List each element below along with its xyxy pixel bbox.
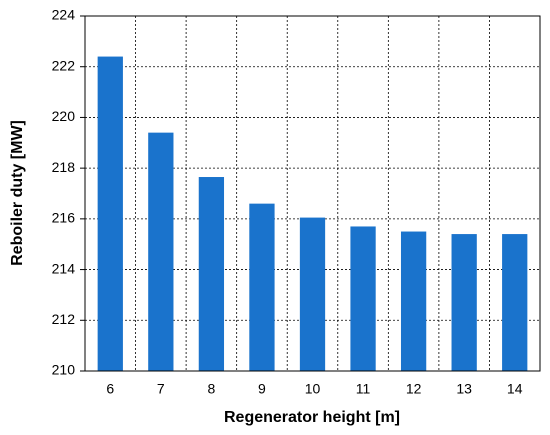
y-tick-label: 216 xyxy=(52,210,76,226)
bar xyxy=(299,217,326,371)
plot-frame xyxy=(84,15,541,372)
x-tick-label: 11 xyxy=(356,381,371,397)
x-tick-label: 7 xyxy=(157,381,165,397)
bar xyxy=(97,56,123,371)
y-axis-title: Reboiler duty [MW] xyxy=(9,120,26,266)
bar xyxy=(350,226,376,371)
x-tick-label: 8 xyxy=(207,381,215,397)
x-tick-label: 10 xyxy=(305,381,321,397)
bar xyxy=(400,231,427,371)
x-axis-title: Regenerator height [m] xyxy=(224,409,400,426)
y-tick-label: 222 xyxy=(52,57,76,73)
bar xyxy=(198,177,225,371)
bar xyxy=(148,132,174,371)
y-tick-label: 218 xyxy=(52,159,76,175)
y-tick-label: 210 xyxy=(52,362,76,378)
x-tick-label: 14 xyxy=(507,381,523,397)
x-tick-label: 12 xyxy=(406,381,422,397)
x-tick-label: 6 xyxy=(106,381,114,397)
x-tick-label: 13 xyxy=(456,381,472,397)
bar xyxy=(249,203,275,371)
y-tick-label: 224 xyxy=(52,7,76,23)
x-tick-label: 9 xyxy=(258,381,266,397)
y-tick-label: 220 xyxy=(52,108,76,124)
y-tick-label: 212 xyxy=(52,311,76,327)
bar xyxy=(502,234,528,371)
bar xyxy=(451,234,477,371)
y-tick-label: 214 xyxy=(52,260,76,276)
